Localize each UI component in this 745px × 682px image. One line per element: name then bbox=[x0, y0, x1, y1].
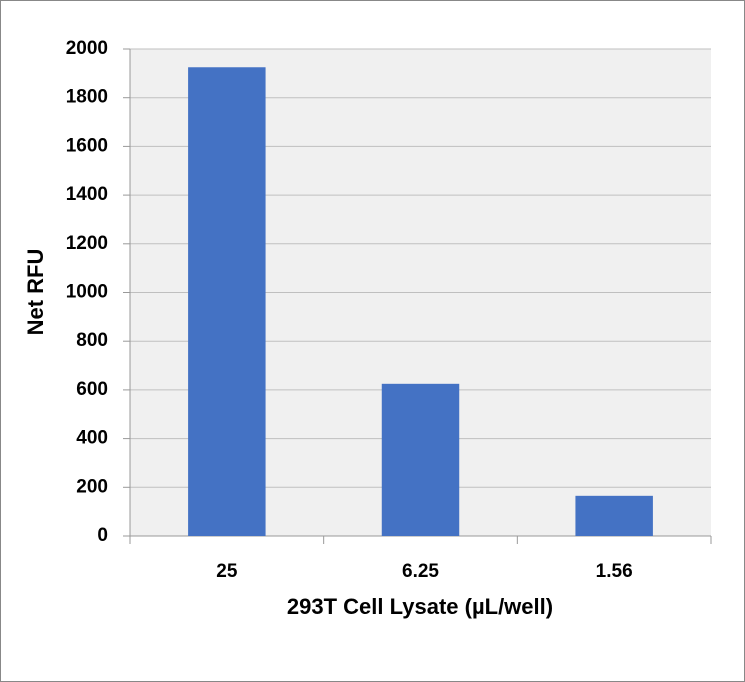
bar bbox=[381, 383, 460, 536]
y-tick-label: 800 bbox=[76, 330, 108, 351]
y-tick-label: 1400 bbox=[66, 184, 108, 205]
x-tick-label: 6.25 bbox=[402, 561, 439, 582]
y-tick-label: 2000 bbox=[66, 38, 108, 59]
y-tick-label: 200 bbox=[76, 476, 108, 497]
y-tick-label: 1000 bbox=[66, 282, 108, 303]
y-axis-label: Net RFU bbox=[23, 249, 48, 336]
y-tick-label: 1600 bbox=[66, 135, 108, 156]
bar bbox=[575, 495, 653, 536]
y-tick-label: 400 bbox=[76, 428, 108, 449]
y-tick-label: 1200 bbox=[66, 233, 108, 254]
x-tick-label: 25 bbox=[216, 561, 238, 582]
x-axis-label: 293T Cell Lysate (µL/well) bbox=[287, 594, 553, 619]
bar bbox=[188, 67, 266, 536]
y-tick-label: 600 bbox=[76, 379, 108, 400]
x-tick-label: 1.56 bbox=[596, 561, 633, 582]
y-tick-label: 0 bbox=[97, 525, 108, 546]
y-tick-label: 1800 bbox=[66, 87, 108, 108]
